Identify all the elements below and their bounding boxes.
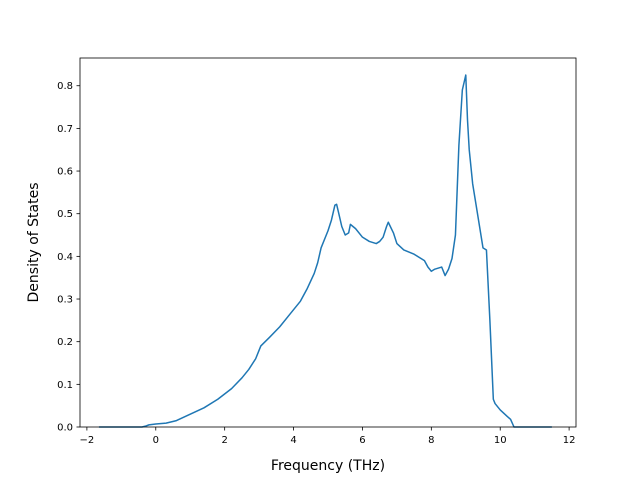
y-tick-label: 0.4 bbox=[57, 252, 73, 263]
axes-frame bbox=[79, 57, 577, 428]
y-axis-label: Density of States bbox=[26, 183, 42, 303]
x-tick-label: 2 bbox=[221, 435, 227, 446]
x-tick-label: 8 bbox=[428, 435, 434, 446]
dos-series-line bbox=[98, 74, 552, 428]
x-tick-label: 10 bbox=[494, 435, 507, 446]
x-tick-label: 12 bbox=[563, 435, 576, 446]
x-axis-ticks: −2 0 2 4 6 8 10 12 bbox=[80, 427, 576, 446]
y-tick-label: 0.2 bbox=[57, 337, 73, 348]
x-tick-label: 6 bbox=[359, 435, 365, 446]
x-tick-label: 4 bbox=[290, 435, 296, 446]
y-tick-label: 0.3 bbox=[57, 295, 73, 306]
plot-area bbox=[98, 74, 552, 428]
x-axis-label: Frequency (THz) bbox=[271, 458, 385, 474]
y-axis-ticks: 0.0 0.1 0.2 0.3 0.4 0.5 0.6 0.7 0.8 bbox=[57, 81, 80, 434]
y-tick-label: 0.8 bbox=[57, 81, 73, 92]
y-tick-label: 0.7 bbox=[57, 124, 73, 135]
y-tick-label: 0.0 bbox=[57, 423, 73, 434]
x-tick-label: 0 bbox=[153, 435, 159, 446]
y-tick-label: 0.6 bbox=[57, 167, 73, 178]
y-tick-label: 0.5 bbox=[57, 209, 73, 220]
x-tick-label: −2 bbox=[80, 435, 95, 446]
y-tick-label: 0.1 bbox=[57, 380, 73, 391]
